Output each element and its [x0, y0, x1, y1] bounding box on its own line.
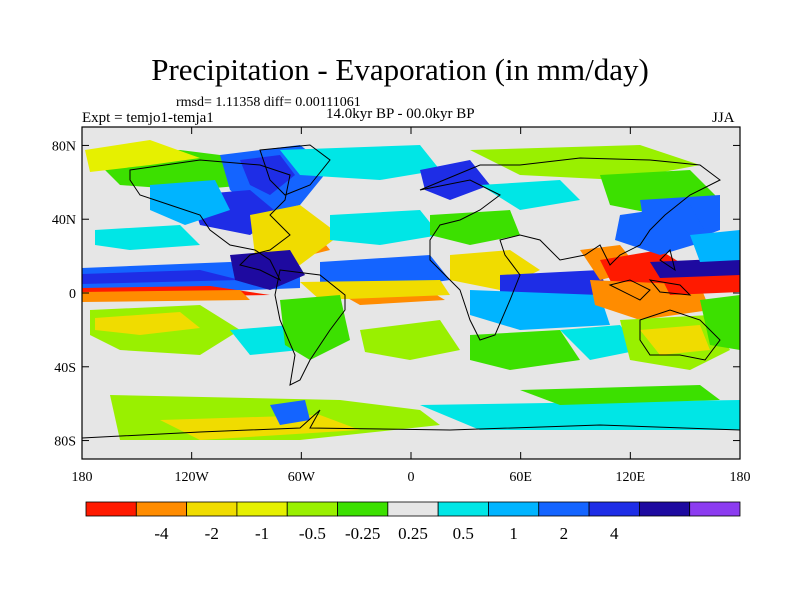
south-pacific-east-green — [700, 295, 740, 350]
west-pacific-blue-band — [650, 258, 740, 278]
south-pacific-yellow — [95, 312, 200, 335]
maritime-continent-coast — [608, 249, 692, 301]
europe-africa-coast — [419, 157, 721, 341]
subtropical-atlantic — [330, 210, 440, 245]
lon-tick-label: 120W — [175, 470, 210, 485]
colorbar-label: -1 — [255, 524, 269, 543]
colorbar-label: 2 — [560, 524, 569, 543]
us-yellow — [250, 205, 340, 265]
colorbar-label: 0.25 — [398, 524, 428, 543]
east-asia-blue — [615, 205, 710, 255]
midlat-pacific-cyan — [95, 225, 200, 250]
lon-tick-label: 120E — [616, 470, 646, 485]
arctic-yellow — [85, 140, 200, 172]
period-label: 14.0kyr BP - 00.0kyr BP — [326, 106, 475, 122]
colorbar: -4 -2 -1 -0.5 -0.25 0.25 0.5 1 2 4 — [85, 501, 741, 543]
colorbar-label: 4 — [610, 524, 619, 543]
colorbar-label: -0.5 — [299, 524, 326, 543]
colorbar-swatch — [588, 501, 640, 517]
colorbar-swatch — [638, 501, 691, 517]
south-pacific-cyan — [230, 325, 300, 355]
west-pacific-cyan — [690, 230, 740, 262]
southern-ocean-cyan — [420, 400, 740, 430]
north-america-cyan — [150, 180, 230, 225]
lon-tick-label: 60E — [509, 470, 532, 485]
colorbar-label: -2 — [205, 524, 219, 543]
map-axes: 80N 40N 0 40S 80S 180 120W 60W 0 60E 120E 180 — [52, 127, 751, 485]
south-indian-cyan — [560, 325, 640, 360]
mediterranean-green — [430, 210, 520, 245]
colorbar-label: 1 — [509, 524, 518, 543]
tropical-pacific-darkblue — [82, 270, 240, 284]
lon-tick-label: 0 — [408, 470, 415, 485]
south-atlantic-green — [360, 320, 460, 360]
colorbar-swatch — [337, 501, 389, 517]
lat-tick-label: 0 — [69, 287, 76, 302]
rmsd-diff-stats: rmsd= 1.11358 diff= 0.00111061 — [176, 95, 361, 110]
lat-tick-label: 40N — [52, 213, 76, 228]
colorbar-swatch — [135, 501, 188, 517]
lat-tick-label: 40S — [54, 361, 76, 376]
north-atlantic-cyan — [280, 145, 440, 180]
colorbar-swatch — [488, 501, 540, 517]
colorbar-label: -4 — [154, 524, 169, 543]
central-america-blue — [230, 250, 305, 290]
lat-tick-label: 80S — [54, 435, 76, 450]
antarctic-peninsula-blue — [270, 400, 310, 425]
colorbar-swatch — [387, 501, 439, 517]
southern-ocean-yellow — [160, 415, 360, 440]
greenland-dark — [240, 155, 295, 195]
lat-tick-label: 80N — [52, 139, 76, 154]
colorbar-swatch — [538, 501, 590, 517]
lon-tick-label: 180 — [730, 470, 751, 485]
lon-tick-label: 180 — [72, 470, 93, 485]
colorbar-swatch — [85, 501, 137, 517]
scandinavia-blue — [420, 160, 490, 200]
experiment-label: Expt = temjo1-temja1 — [82, 110, 214, 126]
colorbar-label: 0.5 — [453, 524, 474, 543]
south-indian-green — [470, 330, 580, 370]
coastlines — [82, 144, 740, 439]
colorbar-label: -0.25 — [345, 524, 380, 543]
west-pacific-red-band — [660, 272, 740, 295]
colorbar-swatch — [689, 501, 741, 517]
colorbar-swatch — [286, 501, 338, 517]
antarctica-coast — [82, 409, 740, 439]
season-label: JJA — [712, 110, 735, 126]
europe-cyan — [480, 180, 580, 210]
indian-ocean-cyan — [470, 290, 610, 330]
pe-field-layer — [82, 140, 740, 440]
atlantic-yellow — [300, 280, 450, 300]
lon-tick-label: 60W — [288, 470, 316, 485]
greenland-coast — [259, 144, 331, 196]
north-america-coast — [129, 159, 291, 282]
southern-ocean-green-east — [520, 385, 720, 405]
australia-coast — [639, 309, 721, 361]
colorbar-swatch — [186, 501, 238, 517]
siberia-green — [470, 145, 700, 180]
colorbar-swatch — [236, 501, 288, 517]
australia-yellow — [640, 325, 710, 355]
pacific-orange-strip — [82, 290, 250, 302]
colorbar-swatch — [437, 501, 489, 517]
south-america-green — [280, 295, 350, 360]
plot-title: Precipitation - Evaporation (in mm/day) — [151, 52, 649, 87]
south-america-coast — [274, 269, 346, 386]
